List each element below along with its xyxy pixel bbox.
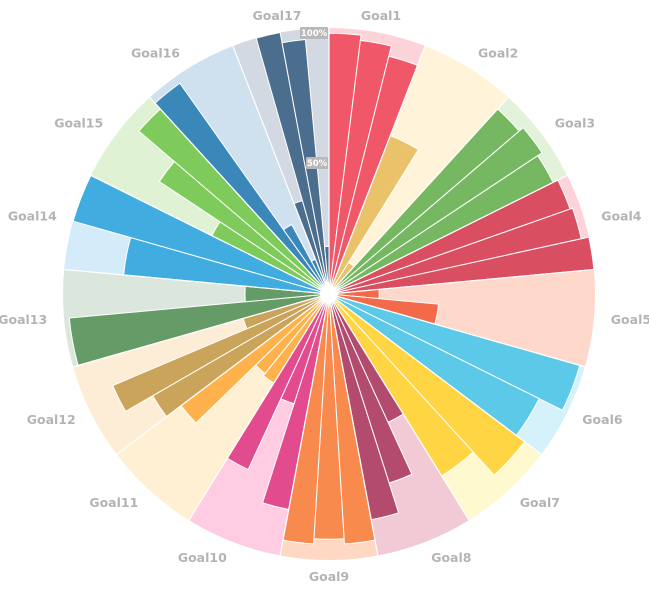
goal-label-12: Goal12 xyxy=(27,412,76,427)
goal-label-5: Goal5 xyxy=(611,312,649,327)
goal-label-9: Goal9 xyxy=(309,569,349,584)
goal-separator-15 xyxy=(90,174,330,295)
goal-separator-8 xyxy=(328,293,470,521)
goal-separator-11 xyxy=(188,293,330,521)
goal-separator-17 xyxy=(232,45,330,295)
goal-background-2 xyxy=(331,45,509,290)
goal-separator-2 xyxy=(328,45,426,295)
goal-separator-14 xyxy=(64,268,330,295)
goal-label-8: Goal8 xyxy=(431,550,471,565)
scale-marker-label-2: 50% xyxy=(307,159,328,169)
goal-separator-16 xyxy=(149,97,330,295)
goal-separator-9 xyxy=(328,293,379,556)
goal-label-4: Goal4 xyxy=(601,209,642,224)
goal-label-1: Goal1 xyxy=(361,8,401,23)
goal-label-13: Goal13 xyxy=(0,312,47,327)
goal-bars xyxy=(64,28,595,556)
goal-label-16: Goal16 xyxy=(131,45,180,60)
goal-labels: Goal1 Goal2 Goal3 Goal4 Goal5 Goal6 Goal7 Goal8… xyxy=(0,8,649,584)
goal-separator-4 xyxy=(328,174,568,295)
center-hub xyxy=(320,285,338,303)
goal-label-6: Goal6 xyxy=(582,412,623,427)
goal-separator-6 xyxy=(328,293,586,368)
goal-separator-7 xyxy=(328,293,542,455)
goal-label-2: Goal2 xyxy=(478,45,518,60)
goal-separator-13 xyxy=(72,293,330,368)
goal-separator-10 xyxy=(279,293,330,556)
goal-label-14: Goal14 xyxy=(8,209,57,224)
goal-label-17: Goal17 xyxy=(253,8,302,23)
goal-separator-12 xyxy=(116,293,330,455)
goal-background-5 xyxy=(334,269,596,367)
goal-label-11: Goal11 xyxy=(89,495,138,510)
scale-marker-label-1: 100% xyxy=(301,29,328,39)
goal-label-3: Goal3 xyxy=(555,116,595,131)
goal-label-7: Goal7 xyxy=(520,495,560,510)
goal-separator-5 xyxy=(328,268,594,295)
scale-marker-bg-2 xyxy=(306,157,328,169)
goal-separator-3 xyxy=(328,97,509,295)
scale-markers: 100% 50% xyxy=(300,27,328,169)
scale-marker-bg-1 xyxy=(300,27,328,39)
goal-label-15: Goal15 xyxy=(54,116,103,131)
goal-label-10: Goal10 xyxy=(178,550,227,565)
